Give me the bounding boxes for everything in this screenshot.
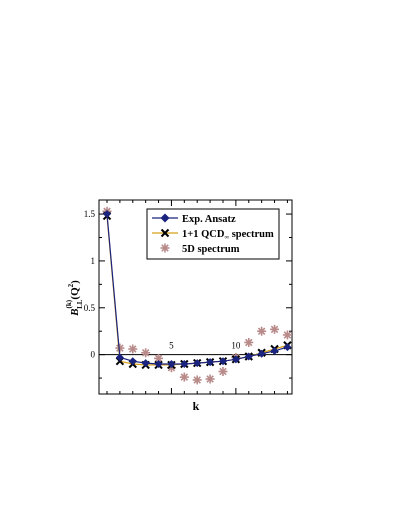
svg-text:B(k)LL(Q2): B(k) LL(Q2) [65,280,84,317]
legend-label-5d-spectrum: 5D spectrum [182,244,240,255]
legend-entry-exp-ansatz: Exp. Ansatz [152,213,236,225]
asterisk-point [282,330,292,340]
series-2 [102,206,292,385]
asterisk-point [244,337,254,347]
diamond-point [167,360,176,369]
legend-asterisk-marker [160,243,170,253]
diamond-point [257,349,266,358]
asterisk-point [141,348,151,358]
legend-asterisk-glyph [160,243,170,253]
x-tick-label: 10 [231,341,241,351]
plot-frame [98,199,293,395]
diamond-point [128,357,137,366]
diamond-point [283,343,292,352]
diamond-point [103,210,111,219]
asterisk-point [179,372,189,382]
legend-x-marker [160,228,170,238]
diamond-point [244,352,253,361]
legend-entry-5d-spectrum: 5D spectrum [160,243,240,255]
y-tick-label: 1.5 [84,209,96,219]
x-axis-label: k [193,399,200,413]
diamond-point [115,353,124,362]
series-0 [103,210,292,369]
legend-diamond-marker [160,213,170,223]
diamond-point [154,360,163,369]
asterisk-point [192,375,202,385]
asterisk-point [128,344,138,354]
series-layer [102,206,292,385]
asterisk-point [205,374,215,384]
legend-label-qcd-spectrum: 1+1 QCD∞ spectrum [182,229,274,241]
diamond-point [206,358,215,367]
y-axis-label: B(k) LL(Q2) [65,280,84,317]
diamond-point [218,357,227,366]
legend: Exp. Ansatz 1+1 QCD∞ spectrum 5D spectru… [146,208,280,260]
diamond-point [231,355,240,364]
diamond-point [193,359,202,368]
y-tick-label: 1 [91,256,96,266]
y-tick-label: 0 [91,350,96,360]
diamond-point [270,346,279,355]
x-tick-label: 5 [169,341,174,351]
asterisk-point [257,326,267,336]
diamond-point [180,360,189,369]
asterisk-point [270,324,280,334]
asterisk-point [218,367,228,377]
diamond-point [141,359,150,368]
legend-box [146,208,280,260]
legend-entry-qcd-spectrum: 1+1 QCD∞ spectrum [152,228,274,241]
legend-label-exp-ansatz: Exp. Ansatz [182,214,236,225]
y-tick-label: 0.5 [84,303,96,313]
